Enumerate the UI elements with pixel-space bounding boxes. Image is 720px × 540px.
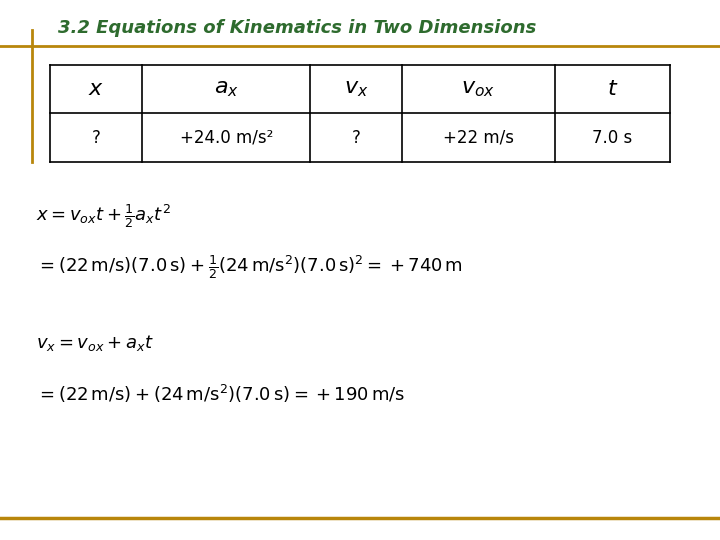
Text: $t$: $t$ bbox=[606, 79, 618, 99]
Text: 3.2 Equations of Kinematics in Two Dimensions: 3.2 Equations of Kinematics in Two Dimen… bbox=[58, 19, 536, 37]
Text: +22 m/s: +22 m/s bbox=[443, 129, 514, 147]
Text: $= (22\,\mathrm{m/s}) + (24\,\mathrm{m/s^2})(7.0\,\mathrm{s}) = +190\,\mathrm{m/: $= (22\,\mathrm{m/s}) + (24\,\mathrm{m/s… bbox=[36, 383, 405, 405]
Text: $x = v_{ox}t + \frac{1}{2}a_x t^2$: $x = v_{ox}t + \frac{1}{2}a_x t^2$ bbox=[36, 202, 171, 230]
Text: $= (22\,\mathrm{m/s})(7.0\,\mathrm{s}) + \frac{1}{2}(24\,\mathrm{m/s^2})(7.0\,\m: $= (22\,\mathrm{m/s})(7.0\,\mathrm{s}) +… bbox=[36, 253, 463, 281]
Text: $a_x$: $a_x$ bbox=[214, 79, 239, 99]
Text: ?: ? bbox=[92, 129, 101, 147]
Text: $v_x = v_{ox} + a_x t$: $v_x = v_{ox} + a_x t$ bbox=[36, 333, 153, 353]
Text: $v_{ox}$: $v_{ox}$ bbox=[462, 79, 495, 99]
Text: $x$: $x$ bbox=[89, 79, 104, 99]
Text: ?: ? bbox=[352, 129, 361, 147]
Text: +24.0 m/s²: +24.0 m/s² bbox=[179, 129, 273, 147]
Text: $v_x$: $v_x$ bbox=[344, 79, 369, 99]
Text: 7.0 s: 7.0 s bbox=[592, 129, 632, 147]
